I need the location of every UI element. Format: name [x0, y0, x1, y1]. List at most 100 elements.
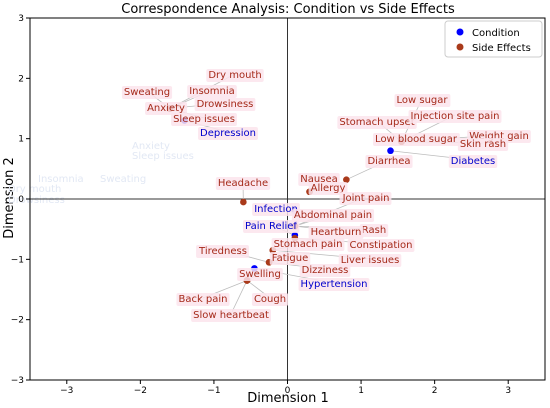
legend: Condition Side Effects [444, 20, 543, 58]
label-background [291, 209, 375, 222]
y-tick-label: 0 [18, 195, 24, 205]
data-label: Dizziness [302, 265, 349, 276]
label-background [373, 133, 460, 146]
data-label: Diarrhea [367, 156, 410, 167]
legend-label-side-effects: Side Effects [472, 43, 531, 54]
data-label: Back pain [178, 294, 227, 305]
x-tick-label: 0 [285, 386, 291, 396]
data-label: Rash [362, 225, 386, 236]
label-heartburn: Heartburn [308, 226, 364, 239]
label-stomach-pain: Stomach pain [271, 238, 345, 251]
label-background [237, 268, 283, 281]
x-tick-label: 2 [432, 386, 438, 396]
label-sweating: Sweating [121, 86, 173, 99]
plot-area-frame [29, 17, 546, 381]
x-tick-label: 1 [358, 386, 364, 396]
faded-label: Dry mouth [8, 184, 61, 195]
label-background [191, 309, 271, 322]
label-background [338, 254, 402, 267]
x-tick-label: −2 [134, 386, 147, 396]
label-sleep-issues: Sleep issues [171, 113, 237, 126]
label-allergy: Allergy [308, 182, 348, 195]
data-label: Sweating [124, 87, 170, 98]
data-label: Pain Relief [245, 221, 297, 232]
data-label: Fatigue [272, 253, 309, 264]
data-label: Swelling [239, 269, 281, 280]
y-axis-label: Dimension 2 [2, 157, 17, 239]
data-label: Nausea [300, 174, 337, 185]
label-background [298, 278, 370, 291]
data-label: Drowsiness [197, 99, 254, 110]
legend-marker-side-effects [456, 43, 464, 51]
label-background [145, 102, 188, 115]
label-background [394, 94, 451, 107]
label-background [206, 69, 264, 82]
y-tick-label: −1 [11, 255, 24, 265]
label-background [269, 252, 311, 265]
data-label: Weight gain [469, 131, 529, 142]
label-background [308, 226, 364, 239]
point-headache [240, 198, 247, 206]
reference-lines [30, 18, 545, 380]
data-label: Insomnia [189, 86, 235, 97]
data-label: Allergy [311, 183, 346, 194]
label-slow-heartbeat: Slow heartbeat [191, 309, 271, 322]
data-label: Skin rash [460, 139, 506, 150]
label-drowsiness: Drowsiness [194, 98, 256, 111]
label-pain-relief: Pain Relief [243, 220, 300, 233]
label-skin-rash: Skin rash [457, 138, 509, 151]
x-axis-label: Dimension 1 [247, 391, 329, 406]
legend-marker-condition [456, 28, 464, 36]
x-tick-label: −3 [60, 386, 73, 396]
label-background [337, 116, 417, 129]
label-joint-pain: Joint pain [339, 192, 392, 205]
label-headache: Headache [215, 177, 271, 190]
label-background [448, 155, 498, 168]
data-label: Dry mouth [208, 70, 261, 81]
label-anxiety: Anxiety [145, 102, 188, 115]
label-background [194, 98, 256, 111]
label-injection-site-pain: Injection site pain [408, 110, 502, 123]
label-depression: Depression [198, 127, 258, 140]
data-label: Abdominal pain [294, 210, 372, 221]
label-rash: Rash [359, 224, 389, 237]
faded-label: Insomnia [38, 174, 84, 185]
label-cough: Cough [251, 293, 289, 306]
data-label: Sleep issues [173, 114, 235, 125]
label-background [171, 113, 237, 126]
data-label: Headache [218, 178, 268, 189]
label-back-pain: Back pain [176, 293, 230, 306]
data-label: Joint pain [342, 193, 390, 204]
point-diabetes [387, 147, 394, 155]
data-label: Low blood sugar [375, 134, 458, 145]
legend-box [444, 20, 543, 58]
label-diabetes: Diabetes [448, 155, 498, 168]
label-background [299, 264, 351, 277]
faded-label: Sleep issues [132, 151, 194, 162]
data-label: Slow heartbeat [193, 310, 269, 321]
chart-title: Correspondence Analysis: Condition vs Si… [121, 2, 455, 17]
label-hypertension: Hypertension [298, 278, 370, 291]
label-diarrhea: Diarrhea [365, 155, 413, 168]
point-diarrhea [343, 176, 350, 183]
label-swelling: Swelling [237, 268, 283, 281]
data-label: Anxiety [147, 103, 185, 114]
data-label: Injection site pain [411, 111, 500, 122]
data-label: Stomach upset [339, 117, 414, 128]
label-background [339, 192, 392, 205]
label-background [408, 110, 502, 123]
x-tick-label: −1 [207, 386, 220, 396]
label-background [271, 238, 345, 251]
label-background [198, 127, 258, 140]
faded-label: Sweating [100, 174, 146, 185]
label-background [176, 293, 230, 306]
data-label: Hypertension [301, 279, 368, 290]
label-background [243, 220, 300, 233]
data-label: Constipation [350, 240, 413, 251]
label-abdominal-pain: Abdominal pain [291, 209, 375, 222]
data-label: Tiredness [198, 246, 247, 257]
x-tick-label: 3 [505, 386, 511, 396]
data-label: Liver issues [341, 255, 400, 266]
label-background [187, 85, 237, 98]
